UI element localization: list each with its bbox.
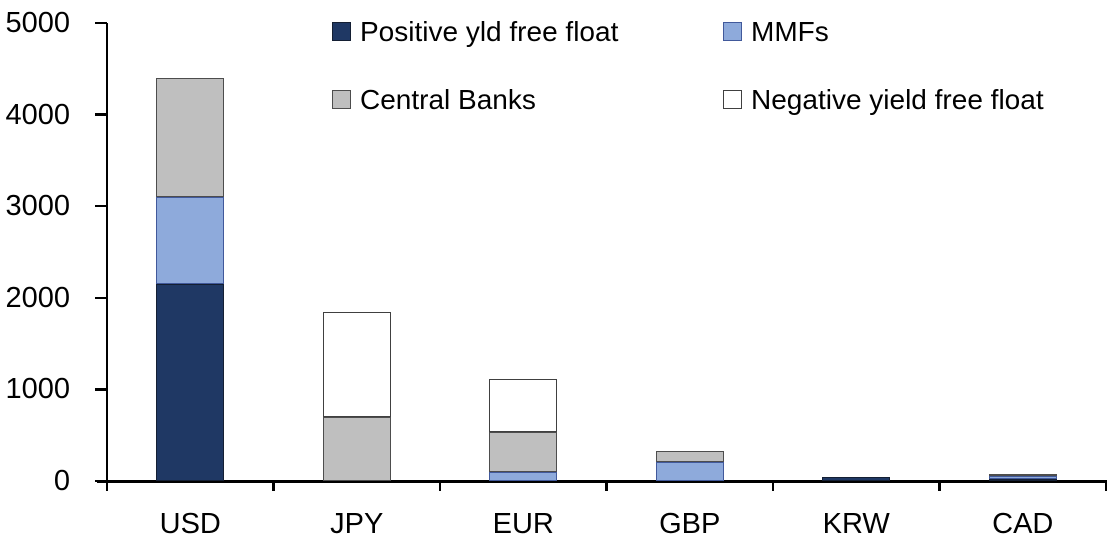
y-tick-label-3000: 3000 (5, 190, 70, 223)
y-tick-2000 (95, 296, 107, 300)
bar-segment-krw-positive-yld-free-float (822, 476, 891, 481)
x-label-usd: USD (159, 508, 221, 540)
x-axis-line (97, 480, 1107, 483)
x-tick-1 (272, 481, 275, 491)
bar-segment-jpy-central-banks (322, 416, 391, 481)
y-tick-label-5000: 5000 (5, 7, 70, 39)
bar-segment-cad-mmfs (988, 476, 1057, 479)
bar-segment-gbp-mmfs (655, 461, 724, 481)
y-tick-label-0: 0 (53, 465, 70, 497)
y-tick-label-2000: 2000 (5, 281, 70, 314)
bar-segment-usd-positive-yld-free-float (156, 284, 225, 481)
x-tick-6 (1104, 481, 1108, 491)
legend-marker-negative-yield-free-float (723, 90, 742, 109)
bar-segment-eur-mmfs (489, 471, 558, 481)
x-tick-4 (771, 481, 775, 491)
x-label-cad: CAD (992, 508, 1054, 540)
bar-segment-gbp-central-banks (655, 450, 724, 462)
legend-label-mmfs: MMFs (751, 16, 829, 47)
x-tick-2 (438, 481, 442, 491)
y-tick-label-1000: 1000 (5, 373, 70, 406)
legend-marker-mmfs (723, 22, 742, 41)
bar-segment-jpy-negative-yield-free-float (322, 311, 391, 417)
legend-marker-central-banks (332, 90, 351, 109)
x-tick-3 (605, 481, 608, 491)
y-tick-1000 (95, 388, 107, 391)
bar-segment-eur-negative-yield-free-float (489, 379, 558, 432)
bar-segment-eur-central-banks (489, 431, 558, 472)
x-label-krw: KRW (822, 508, 890, 540)
y-tick-4000 (95, 113, 107, 116)
legend-label-positive-yld-free-float: Positive yld free float (360, 16, 619, 47)
legend-marker-positive-yld-free-float (332, 22, 351, 41)
y-tick-0 (95, 479, 107, 483)
bar-segment-usd-central-banks (156, 77, 225, 198)
y-tick-5000 (95, 21, 107, 25)
x-label-jpy: JPY (330, 508, 384, 540)
bar-segment-usd-mmfs (156, 197, 225, 285)
bar-segment-cad-central-banks (988, 474, 1057, 477)
legend-label-negative-yield-free-float: Negative yield free float (751, 84, 1044, 115)
x-tick-5 (938, 481, 941, 491)
legend-label-central-banks: Central Banks (360, 84, 536, 115)
y-tick-3000 (95, 204, 107, 208)
x-label-eur: EUR (492, 508, 554, 540)
x-label-gbp: GBP (659, 508, 721, 540)
y-axis-line (105, 23, 108, 491)
bar-segment-cad-positive-yld-free-float (988, 478, 1057, 481)
y-tick-label-4000: 4000 (5, 98, 70, 131)
x-tick-0 (105, 481, 109, 491)
